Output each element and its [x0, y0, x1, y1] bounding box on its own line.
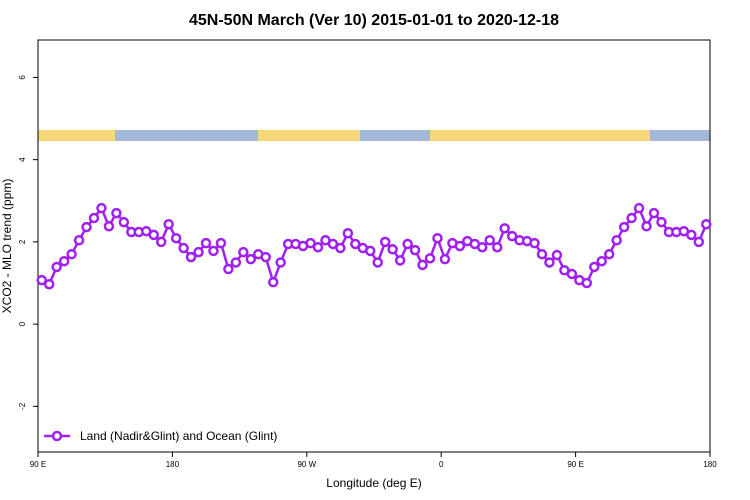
data-point	[327, 238, 339, 250]
data-point	[36, 274, 47, 286]
data-point	[43, 278, 55, 290]
data-point	[589, 261, 600, 273]
data-point	[66, 248, 77, 260]
data-point	[58, 255, 70, 267]
data-point	[566, 268, 578, 280]
data-point	[51, 261, 62, 273]
data-point	[178, 242, 189, 254]
x-tick-label: 90 E	[30, 460, 46, 469]
data-point	[81, 221, 92, 233]
land	[38, 130, 115, 141]
data-point	[656, 216, 667, 228]
x-tick-label: 180	[703, 460, 717, 469]
data-point	[223, 263, 234, 275]
x-tick-label: 0	[439, 460, 444, 469]
data-point	[335, 242, 346, 254]
data-point	[372, 257, 383, 268]
data-point	[439, 253, 451, 265]
x-tick-label: 180	[166, 460, 180, 469]
data-point	[693, 236, 705, 248]
data-point	[215, 237, 227, 249]
data-point	[238, 246, 249, 258]
data-point	[506, 230, 518, 242]
data-point	[686, 229, 697, 241]
data-point	[163, 218, 174, 230]
data-point	[73, 234, 85, 246]
data-point	[342, 228, 354, 239]
y-axis-label: XCO2 - MLO trend (ppm)	[0, 179, 14, 314]
data-point	[701, 218, 712, 230]
data-point	[394, 255, 406, 266]
chart-title: 45N-50N March (Ver 10) 2015-01-01 to 202…	[189, 12, 559, 29]
data-point	[387, 244, 398, 255]
data-point	[88, 212, 100, 224]
data-point	[581, 277, 593, 289]
data-point	[648, 207, 660, 219]
map-strip	[38, 130, 710, 141]
data-point	[544, 257, 555, 268]
data-point	[350, 238, 361, 250]
data-point	[170, 232, 182, 244]
data-point	[118, 216, 130, 228]
data-point	[245, 253, 257, 265]
data-point	[96, 202, 107, 214]
series-line	[41, 205, 708, 287]
data-point	[208, 245, 219, 257]
data-point	[618, 221, 630, 233]
data-point	[267, 276, 279, 288]
land	[258, 130, 360, 141]
data-point	[626, 212, 637, 224]
x-tick-label: 90 W	[297, 460, 316, 469]
ocean	[650, 130, 710, 141]
x-axis-label: Longitude (deg E)	[326, 476, 421, 490]
data-point	[432, 232, 443, 244]
data-point	[193, 246, 204, 258]
data-point	[596, 255, 607, 267]
data-point	[103, 221, 115, 232]
data-point	[454, 240, 466, 252]
y-tick-label: 4	[18, 157, 27, 162]
data-point	[611, 234, 622, 246]
data-point	[409, 244, 421, 256]
data-point	[185, 251, 197, 263]
data-point	[230, 257, 242, 268]
x-tick-label: 90 E	[567, 460, 583, 469]
data-point	[155, 236, 167, 248]
data-point	[200, 237, 212, 249]
data-point	[148, 229, 159, 241]
data-point	[111, 207, 122, 219]
data-point	[417, 259, 428, 271]
y-tick-label: 6	[18, 75, 27, 80]
data-point	[477, 241, 488, 253]
legend-label: Land (Nadir&Glint) and Ocean (Glint)	[80, 429, 277, 443]
y-tick-label: -2	[18, 402, 27, 410]
data-point	[484, 234, 495, 246]
ocean	[115, 130, 258, 141]
data-point	[551, 249, 563, 261]
ocean	[360, 130, 430, 141]
data-point	[365, 245, 376, 257]
legend-marker	[51, 430, 63, 442]
y-tick-label: 0	[18, 321, 27, 326]
data-point	[641, 221, 652, 232]
data-point	[633, 202, 645, 214]
data-point	[603, 248, 615, 260]
data-point	[260, 251, 271, 263]
data-point	[402, 238, 413, 250]
plot-frame	[37, 39, 711, 453]
data-point	[305, 237, 316, 249]
data-point	[529, 237, 540, 249]
data-point	[312, 241, 324, 253]
data-point	[275, 257, 286, 268]
data-point	[491, 241, 503, 253]
data-point	[536, 248, 548, 260]
data-point	[499, 223, 510, 234]
land	[430, 130, 650, 141]
y-tick-label: 2	[18, 239, 27, 244]
data-point	[379, 236, 391, 248]
data-point	[424, 253, 436, 264]
